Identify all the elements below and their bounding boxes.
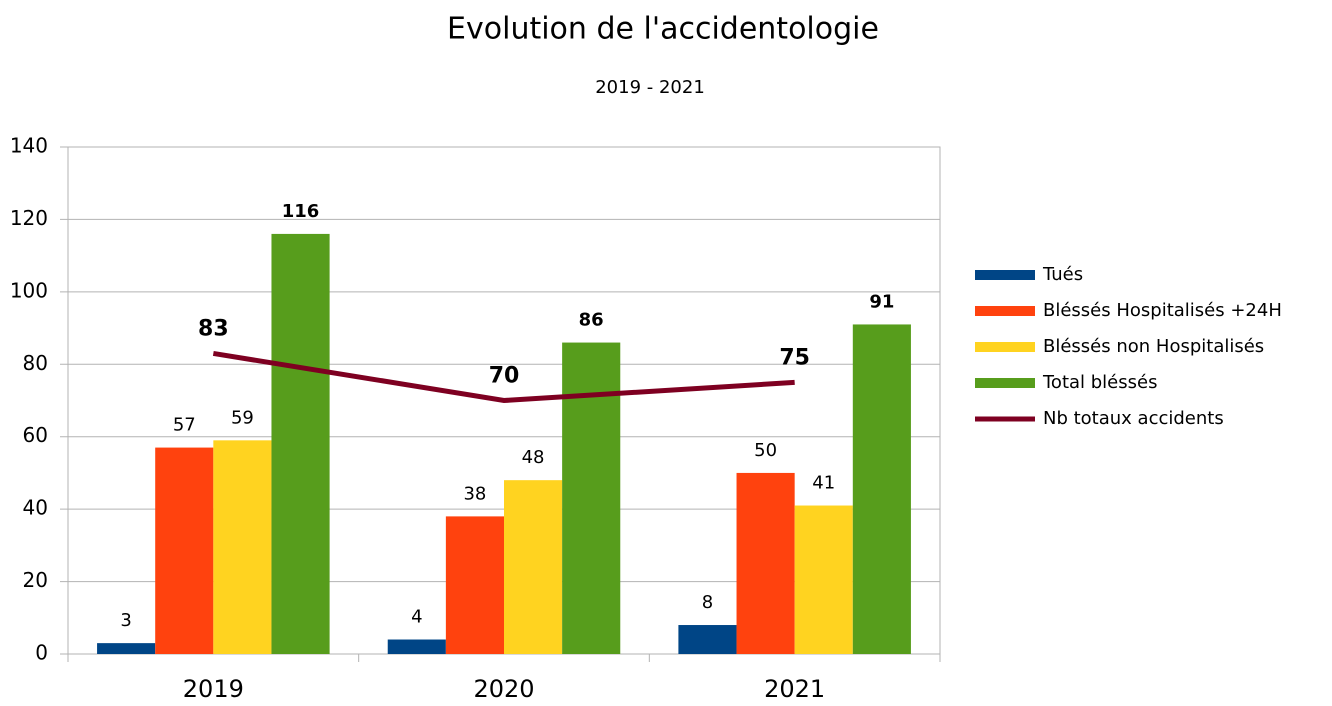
data-label: 116 [282, 201, 320, 222]
data-label: 57 [173, 415, 196, 436]
data-label: 50 [754, 440, 777, 461]
y-tick-label: 40 [23, 496, 48, 520]
data-label: 59 [231, 407, 254, 428]
legend-swatch [975, 270, 1035, 280]
data-label: 38 [463, 483, 486, 504]
legend-label: Total bléssés [1042, 372, 1157, 393]
y-tick-label: 0 [35, 641, 48, 665]
y-tick-label: 140 [10, 134, 48, 158]
bar [271, 233, 330, 654]
bar [504, 480, 563, 654]
data-label: 8 [702, 592, 713, 613]
bar [852, 324, 911, 654]
bar [445, 516, 504, 654]
legend-label: Nb totaux accidents [1043, 408, 1224, 429]
y-tick-label: 100 [10, 278, 48, 302]
data-label: 83 [198, 316, 229, 341]
data-label: 75 [779, 345, 810, 370]
x-tick-label: 2020 [473, 675, 534, 703]
bar [678, 625, 737, 654]
y-tick-label: 80 [23, 351, 48, 375]
y-tick-label: 120 [10, 206, 48, 230]
legend-swatch [975, 378, 1035, 388]
data-label: 86 [579, 310, 604, 331]
data-label: 41 [812, 473, 835, 494]
data-label: 91 [869, 291, 894, 312]
x-tick-label: 2019 [183, 675, 244, 703]
bar [97, 643, 156, 654]
legend-label: Bléssés non Hospitalisés [1043, 336, 1264, 357]
x-tick-label: 2021 [764, 675, 825, 703]
data-label: 4 [411, 607, 422, 628]
chart-subtitle: 2019 - 2021 [595, 77, 705, 98]
bar [387, 639, 446, 654]
y-tick-label: 20 [23, 568, 48, 592]
bar [562, 342, 621, 654]
data-label: 70 [489, 364, 520, 389]
legend-label: Tués [1042, 264, 1083, 285]
chart-title: Evolution de l'accidentologie [447, 12, 879, 47]
data-label: 48 [522, 447, 545, 468]
legend-swatch [975, 342, 1035, 352]
data-label: 3 [120, 610, 131, 631]
y-tick-label: 60 [23, 423, 48, 447]
bar [213, 440, 272, 654]
bar [736, 472, 795, 654]
line [212, 350, 795, 404]
bar [794, 505, 853, 654]
legend-swatch [975, 306, 1035, 316]
bar [155, 447, 214, 654]
legend-label: Bléssés Hospitalisés +24H [1043, 300, 1282, 321]
